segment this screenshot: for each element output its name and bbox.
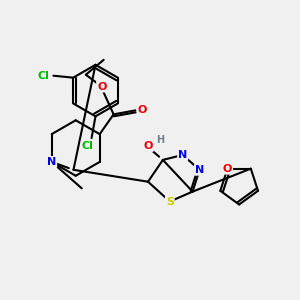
Text: N: N xyxy=(195,165,204,175)
Text: Cl: Cl xyxy=(82,141,94,151)
Text: N: N xyxy=(178,150,187,160)
Text: O: O xyxy=(97,82,106,92)
Text: O: O xyxy=(223,164,232,174)
Text: S: S xyxy=(166,196,174,206)
Text: H: H xyxy=(156,135,164,145)
Text: O: O xyxy=(138,105,147,116)
Text: N: N xyxy=(47,157,56,167)
Text: O: O xyxy=(143,141,153,151)
Text: Cl: Cl xyxy=(38,71,50,81)
